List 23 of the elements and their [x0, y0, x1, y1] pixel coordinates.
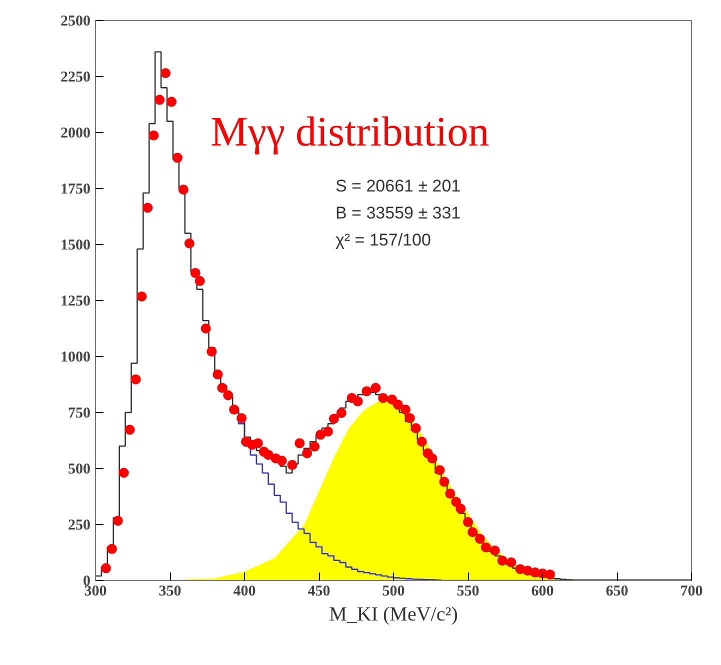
x-tick-label: 350 [158, 584, 182, 600]
y-tick-label: 1000 [60, 350, 90, 366]
y-tick-label: 750 [68, 406, 90, 422]
x-tick-label: 500 [382, 584, 405, 600]
annotation: χ² = 157/100 [336, 230, 431, 250]
y-tick-label: 1750 [60, 182, 90, 198]
x-axis-title: M_KI (MeV/c²) [329, 604, 458, 626]
y-tick-label: 1250 [60, 294, 90, 310]
annotation: S = 20661 ± 201 [336, 176, 461, 196]
y-tick-label: 500 [68, 462, 90, 478]
y-tick-label: 250 [68, 518, 90, 534]
x-tick-label: 650 [606, 584, 628, 600]
y-tick-label: 2250 [60, 70, 90, 86]
x-tick-label: 400 [233, 584, 256, 600]
x-tick-label: 550 [456, 584, 480, 600]
text: Mγγ distribution [210, 110, 490, 156]
annotation: B = 33559 ± 331 [336, 204, 461, 222]
x-tick-label: 700 [680, 584, 703, 600]
y-tick-label: 2500 [60, 14, 90, 30]
x-tick-label: 600 [531, 584, 554, 600]
x-tick-label: 450 [308, 584, 330, 600]
y-tick-label: 1500 [60, 238, 90, 254]
y-tick-label: 2000 [60, 126, 90, 142]
